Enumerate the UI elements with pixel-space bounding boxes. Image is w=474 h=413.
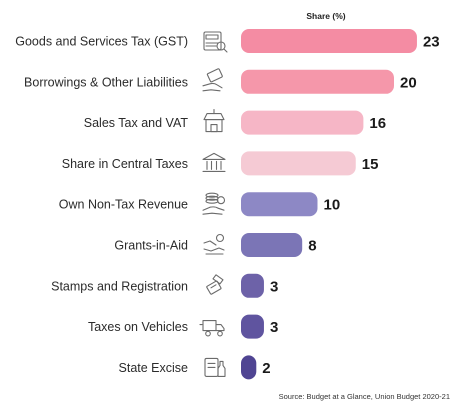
column-header: Share (%) bbox=[306, 11, 345, 21]
bar-row: Share in Central Taxes 15 bbox=[62, 151, 379, 176]
category-label: Goods and Services Tax (GST) bbox=[15, 35, 188, 49]
bar-row: Goods and Services Tax (GST) 23 bbox=[15, 29, 440, 53]
bar-row: Sales Tax and VAT 16 bbox=[84, 109, 386, 135]
bar bbox=[241, 192, 318, 217]
bar bbox=[241, 233, 303, 257]
category-label: State Excise bbox=[119, 361, 189, 375]
category-label: Taxes on Vehicles bbox=[88, 320, 188, 334]
category-label: Borrowings & Other Liabilities bbox=[24, 75, 188, 89]
bank-icon bbox=[202, 152, 226, 172]
bar bbox=[241, 29, 417, 53]
grant-icon bbox=[203, 233, 225, 255]
value-label: 3 bbox=[270, 319, 278, 336]
coins-hand-icon bbox=[202, 192, 226, 215]
value-label: 16 bbox=[369, 115, 386, 132]
bar bbox=[241, 151, 356, 176]
gst-invoice-icon bbox=[203, 31, 228, 53]
category-label: Grants-in-Aid bbox=[114, 239, 188, 253]
bar bbox=[241, 355, 257, 380]
bar bbox=[241, 69, 394, 94]
category-label: Sales Tax and VAT bbox=[84, 116, 189, 130]
stamp-icon bbox=[206, 274, 224, 295]
money-hand-icon bbox=[202, 68, 223, 92]
bar-row: State Excise 2 bbox=[119, 355, 271, 380]
value-label: 15 bbox=[362, 156, 379, 173]
bar bbox=[241, 273, 264, 298]
value-label: 10 bbox=[324, 197, 341, 214]
bar bbox=[241, 314, 264, 339]
bar-rows: Goods and Services Tax (GST) 23Borrowings… bbox=[15, 29, 440, 380]
bar bbox=[241, 110, 364, 135]
shop-icon bbox=[203, 109, 225, 133]
bar-row: Grants-in-Aid 8 bbox=[114, 233, 317, 257]
bar-row: Borrowings & Other Liabilities 20 bbox=[24, 68, 417, 94]
category-label: Share in Central Taxes bbox=[62, 157, 188, 171]
value-label: 3 bbox=[270, 278, 278, 295]
value-label: 23 bbox=[423, 34, 440, 51]
bar-row: Taxes on Vehicles 3 bbox=[88, 314, 278, 339]
value-label: 2 bbox=[262, 360, 270, 377]
value-label: 20 bbox=[400, 74, 417, 91]
source-note: Source: Budget at a Glance, Union Budget… bbox=[279, 392, 450, 401]
value-label: 8 bbox=[308, 238, 316, 255]
bottle-icon bbox=[204, 357, 226, 377]
truck-icon bbox=[199, 320, 225, 337]
category-label: Stamps and Registration bbox=[51, 279, 188, 293]
category-label: Own Non-Tax Revenue bbox=[59, 198, 188, 212]
bar-row: Own Non-Tax Revenue 10 bbox=[59, 192, 341, 217]
bar-row: Stamps and Registration 3 bbox=[51, 273, 278, 298]
